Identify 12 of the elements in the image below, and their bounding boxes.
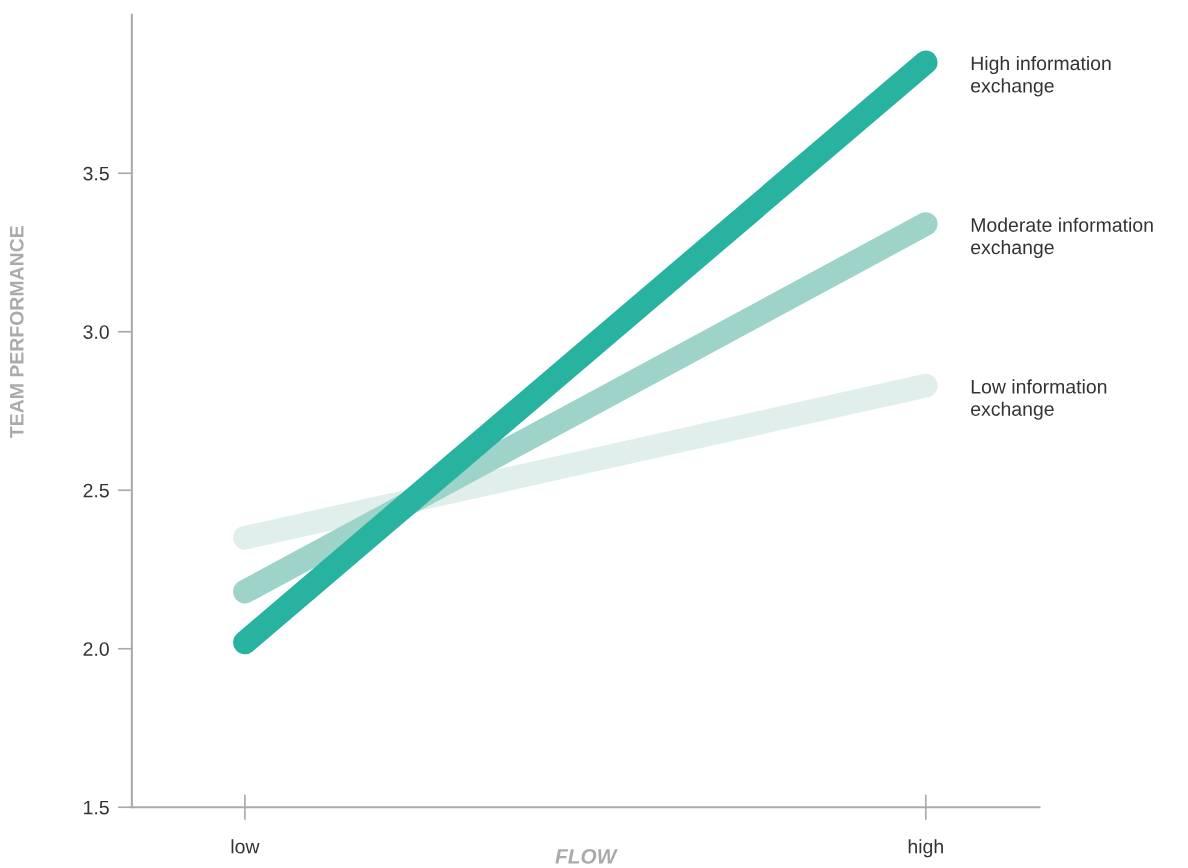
y-tick-label: 3.0 [83,325,109,339]
y-tick-label: 1.5 [84,800,109,815]
y-tick-label: 2.5 [83,483,109,498]
text: Moderate information exchange [971,217,1153,259]
y-axis-title: TEAM PERFORMANCE [9,226,24,438]
x-tick-label: low [231,839,260,854]
x-tick-label: high [908,839,943,858]
text: High information exchange [971,55,1111,97]
y-tick-label: 2.0 [83,642,109,656]
x-axis-title: FLOW [555,849,618,864]
text: Low information exchange [971,379,1107,420]
y-tick-label: 3.5 [83,166,109,181]
